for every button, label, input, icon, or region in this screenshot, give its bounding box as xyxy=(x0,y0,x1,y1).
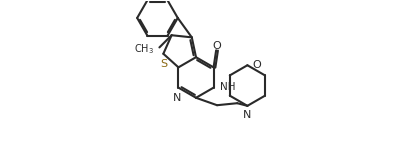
Text: CH$_3$: CH$_3$ xyxy=(134,42,154,56)
Text: O: O xyxy=(213,41,221,51)
Text: S: S xyxy=(160,59,167,69)
Text: NH: NH xyxy=(220,82,236,92)
Text: O: O xyxy=(253,60,261,70)
Text: N: N xyxy=(243,110,252,120)
Text: N: N xyxy=(173,93,181,103)
